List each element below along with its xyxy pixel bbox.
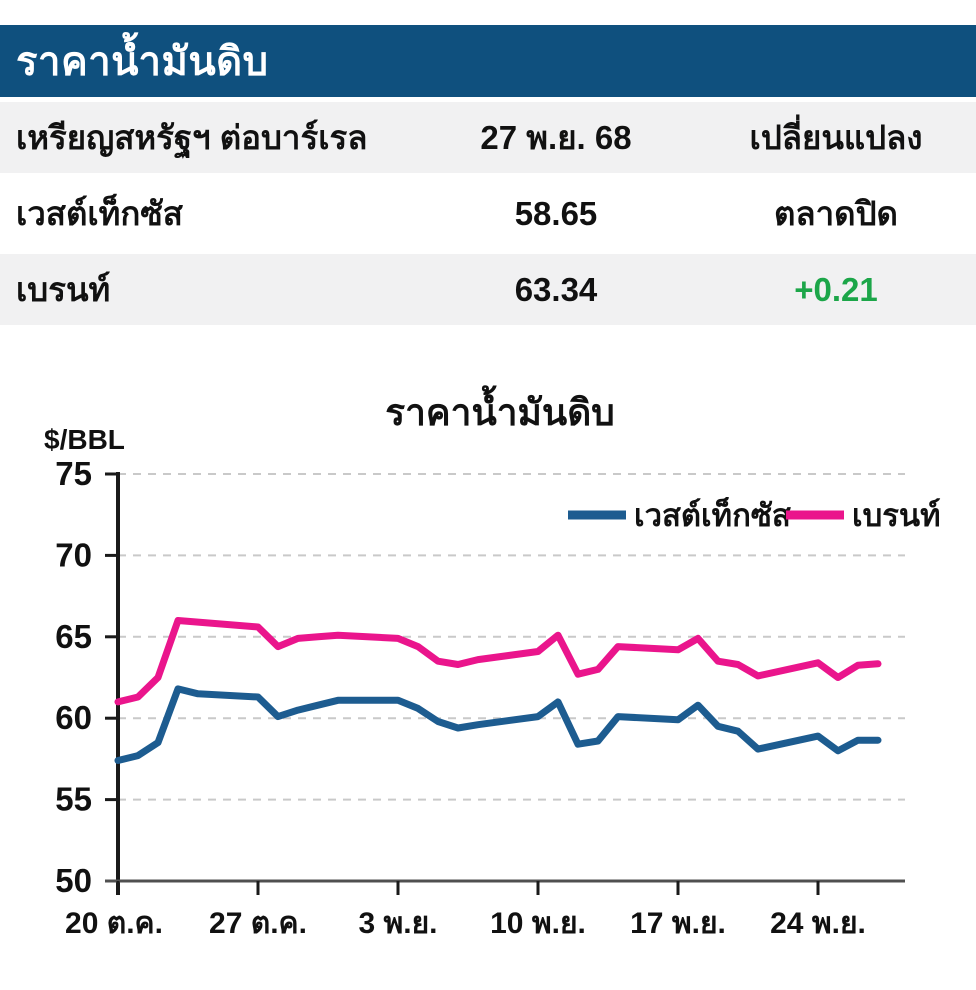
x-tick-label-1: 27 ต.ค. xyxy=(209,907,307,940)
change-value-brent: +0.21 xyxy=(794,270,878,308)
crude-oil-chart: ราคาน้ำมันดิบ $/BBL 50 55 60 65 70 75 20 ต.ค. 2… xyxy=(0,383,976,985)
y-tick-label-60: 60 xyxy=(55,699,92,736)
legend-label-1: เบรนท์ xyxy=(852,498,941,533)
chart-canvas: ราคาน้ำมันดิบ $/BBL 50 55 60 65 70 75 20 ต.ค. 2… xyxy=(44,385,941,940)
x-tick-label-5: 24 พ.ย. xyxy=(770,907,866,940)
table-row-brent: เบรนท์ 63.34 +0.21 xyxy=(0,254,976,325)
series-lines xyxy=(114,617,882,764)
axes xyxy=(105,472,905,895)
y-tick-label-70: 70 xyxy=(55,536,92,573)
page-title-bar: ราคาน้ำมันดิบ xyxy=(0,25,976,97)
x-tick-label-4: 17 พ.ย. xyxy=(630,907,726,940)
series-line-1 xyxy=(114,617,882,706)
page-title: ราคาน้ำมันดิบ xyxy=(16,40,269,84)
change-header: เปลี่ยนแปลง xyxy=(749,119,923,156)
date-header: 27 พ.ย. 68 xyxy=(480,119,632,156)
x-tick-label-3: 10 พ.ย. xyxy=(490,907,586,940)
table-row-wti: เวสต์เท็กซัส 58.65 ตลาดปิด xyxy=(0,178,976,249)
y-tick-label-50: 50 xyxy=(55,862,92,899)
y-tick-label-65: 65 xyxy=(55,618,92,655)
unit-label: เหรียญสหรัฐฯ ต่อบาร์เรล xyxy=(16,119,368,156)
price-value-brent: 63.34 xyxy=(514,270,598,308)
x-tick-label-0: 20 ต.ค. xyxy=(65,907,163,940)
instrument-name-brent: เบรนท์ xyxy=(16,271,111,308)
price-value-wti: 58.65 xyxy=(514,194,598,232)
axis-labels: 50 55 60 65 70 75 20 ต.ค. 27 ต.ค. 3 พ.ย. 10 พ.ย. 1… xyxy=(55,455,866,940)
table-header-row: เหรียญสหรัฐฯ ต่อบาร์เรล 27 พ.ย. 68 เปลี่… xyxy=(0,102,976,173)
series-line-0 xyxy=(114,685,882,764)
legend-label-0: เวสต์เท็กซัส xyxy=(634,496,791,533)
y-tick-label-55: 55 xyxy=(55,781,92,818)
chart-title: ราคาน้ำมันดิบ xyxy=(385,385,614,433)
y-tick-label-75: 75 xyxy=(55,455,92,492)
y-axis-unit-label: $/BBL xyxy=(44,424,125,455)
change-value-wti: ตลาดปิด xyxy=(774,195,898,232)
price-table: เหรียญสหรัฐฯ ต่อบาร์เรล 27 พ.ย. 68 เปลี่… xyxy=(0,102,976,325)
instrument-name-wti: เวสต์เท็กซัส xyxy=(16,195,183,232)
x-tick-label-2: 3 พ.ย. xyxy=(358,907,437,940)
chart-legend: เวสต์เท็กซัส เบรนท์ xyxy=(568,496,941,533)
